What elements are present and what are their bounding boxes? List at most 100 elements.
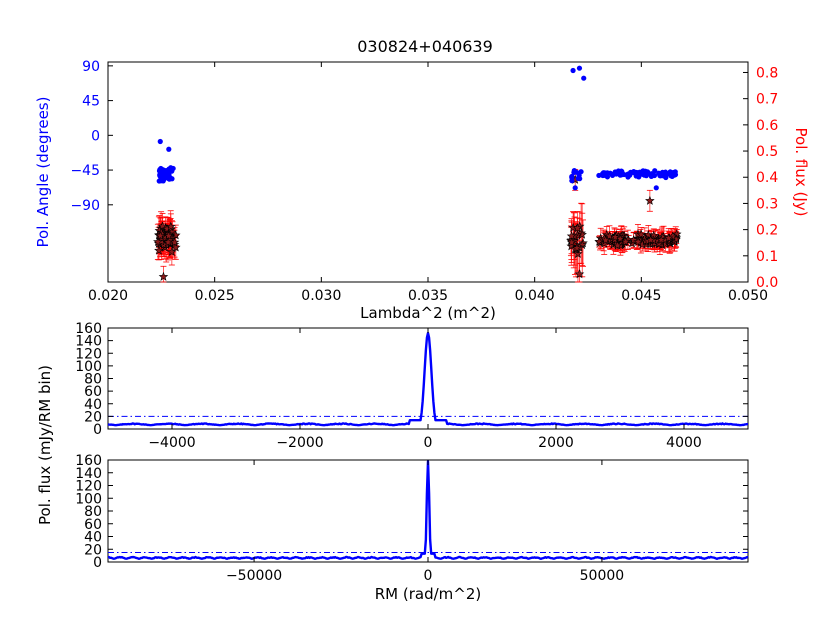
flux-point bbox=[573, 248, 583, 258]
top-y-left-tick-label: −45 bbox=[70, 163, 100, 179]
flux-point bbox=[594, 236, 604, 246]
top-y-right-tick-label: 0.5 bbox=[756, 144, 778, 160]
x-tick-label: 50000 bbox=[580, 568, 625, 584]
top-x-tick-label: 0.045 bbox=[621, 288, 661, 304]
angle-point bbox=[166, 173, 172, 179]
y-tick-label: 120 bbox=[75, 346, 102, 362]
y-tick-label: 0 bbox=[93, 422, 102, 438]
angle-point bbox=[576, 172, 582, 179]
top-x-tick-label: 0.030 bbox=[301, 288, 341, 304]
shared-y-axis-label: Pol. flux (mJy/RM bin) bbox=[36, 365, 54, 525]
angle-point bbox=[570, 67, 576, 74]
flux-point bbox=[155, 230, 166, 240]
flux-point bbox=[572, 243, 582, 253]
x-tick-label: 2000 bbox=[538, 435, 574, 451]
angle-point bbox=[161, 171, 167, 177]
x-tick-label: 0 bbox=[424, 568, 433, 584]
y-tick-label: 160 bbox=[75, 453, 102, 469]
top-y-right-axis-label: Pol. flux (Jy) bbox=[792, 128, 810, 217]
fdf-curve bbox=[107, 331, 749, 427]
top-y-right-tick-label: 0.3 bbox=[756, 196, 778, 212]
top-panel: 0.020 0.025 0.030 0.035 0.040 0.045 0.050 Lambd… bbox=[34, 59, 810, 322]
flux-point bbox=[566, 231, 577, 241]
top-y-left-tick-label: 0 bbox=[91, 128, 100, 144]
top-x-tick-label: 0.025 bbox=[195, 288, 235, 304]
angle-point bbox=[664, 171, 670, 177]
y-tick-label: 160 bbox=[75, 321, 102, 337]
flux-point bbox=[566, 237, 577, 247]
y-tick-label: 80 bbox=[84, 372, 102, 388]
flux-point bbox=[169, 237, 180, 247]
flux-point bbox=[667, 231, 678, 241]
top-x-tick-label: 0.050 bbox=[728, 288, 768, 304]
flux-point bbox=[645, 234, 656, 245]
flux-point bbox=[636, 229, 647, 239]
top-y-right-tick-label: 0.2 bbox=[756, 223, 778, 239]
top-x-tick-label: 0.020 bbox=[88, 288, 128, 304]
angle-point bbox=[602, 172, 608, 179]
y-tick-label: 100 bbox=[75, 359, 102, 375]
top-y-left-tick-label: 90 bbox=[82, 59, 100, 75]
y-tick-label: 120 bbox=[75, 479, 102, 495]
top-y-left-axis-label: Pol. Angle (degrees) bbox=[34, 97, 52, 248]
angle-point bbox=[658, 171, 664, 178]
panel-middle-frame bbox=[107, 327, 749, 430]
x-tick-label: −50000 bbox=[226, 568, 282, 584]
angle-point bbox=[576, 65, 583, 71]
y-tick-label: 140 bbox=[75, 466, 102, 482]
angle-point bbox=[609, 172, 616, 179]
x-tick-label: −2000 bbox=[276, 435, 323, 451]
flux-point bbox=[166, 221, 176, 231]
angle-point bbox=[166, 146, 172, 152]
angle-point bbox=[634, 169, 640, 176]
y-tick-label: 40 bbox=[84, 530, 102, 546]
angle-point bbox=[625, 174, 631, 180]
flux-point bbox=[157, 221, 168, 231]
flux-point bbox=[577, 229, 587, 239]
angle-point bbox=[569, 174, 575, 181]
flux-point bbox=[574, 269, 585, 279]
y-tick-label: 60 bbox=[84, 384, 102, 400]
angle-point bbox=[640, 168, 646, 174]
top-y-left-tick-label: −90 bbox=[70, 198, 100, 214]
top-x-axis-label: Lambda^2 (m^2) bbox=[360, 304, 496, 322]
y-tick-label: 40 bbox=[84, 397, 102, 413]
top-y-right-tick-label: 0.4 bbox=[756, 170, 778, 186]
flux-point bbox=[158, 271, 169, 281]
flux-point bbox=[171, 242, 181, 252]
top-y-right-tick-label: 0.6 bbox=[756, 118, 778, 134]
flux-point bbox=[604, 231, 615, 241]
top-y-right-tick-label: 0.8 bbox=[756, 65, 778, 81]
flux-point bbox=[633, 236, 643, 246]
x-tick-label: 0 bbox=[424, 435, 433, 451]
top-y-right-tick-label: 0.7 bbox=[756, 92, 778, 108]
y-tick-label: 60 bbox=[84, 517, 102, 533]
y-tick-label: 80 bbox=[84, 504, 102, 520]
angle-point bbox=[572, 185, 578, 191]
angle-point bbox=[157, 172, 163, 179]
flux-point bbox=[612, 240, 623, 250]
angle-point bbox=[670, 170, 676, 176]
angle-point bbox=[167, 166, 174, 173]
angle-point bbox=[648, 173, 654, 180]
y-tick-label: 0 bbox=[93, 555, 102, 571]
flux-point bbox=[163, 230, 174, 240]
top-x-tick-label: 0.040 bbox=[515, 288, 555, 304]
flux-point bbox=[620, 236, 631, 246]
top-y-left-tick-label: 45 bbox=[82, 94, 100, 110]
x-tick-label: 4000 bbox=[666, 435, 702, 451]
angle-point bbox=[618, 168, 624, 174]
flux-point bbox=[167, 246, 177, 257]
top-x-tick-label: 0.035 bbox=[408, 288, 448, 304]
flux-point bbox=[663, 233, 674, 243]
top-y-right-tick-label: 0.1 bbox=[756, 249, 778, 265]
x-axis-label: RM (rad/m^2) bbox=[375, 585, 482, 603]
angle-point bbox=[641, 172, 647, 178]
y-tick-label: 20 bbox=[84, 542, 102, 558]
figure-title: 030824+040639 bbox=[357, 37, 493, 56]
flux-point bbox=[645, 195, 655, 205]
angle-point bbox=[157, 138, 163, 145]
flux-point bbox=[600, 235, 611, 245]
